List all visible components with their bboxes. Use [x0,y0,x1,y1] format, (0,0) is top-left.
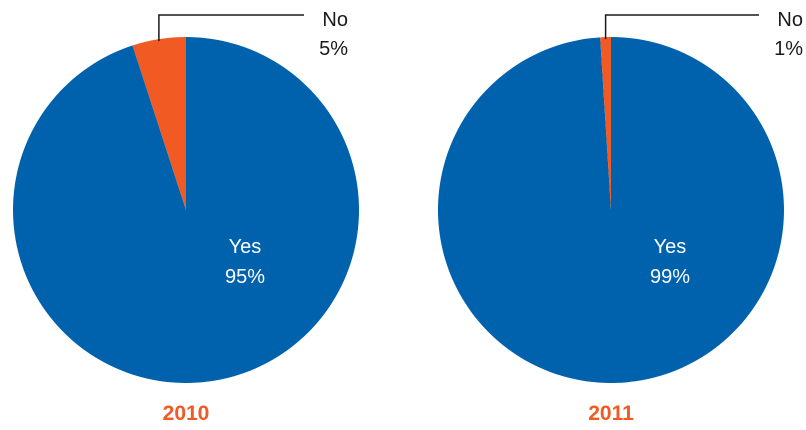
year-label-2010: 2010 [163,402,210,425]
slice-no-2010 [132,37,186,210]
slice-label-yes-2010: Yes [229,236,262,258]
leader-line-no-2010 [158,14,304,42]
slice-label-yes-2011: Yes [654,236,687,258]
year-label-2011: 2011 [588,402,634,425]
slice-value-yes-2011: 99% [650,266,690,288]
pie-chart-2011: Yes 99% No 1% 2011 [437,9,803,425]
callout-label-no-2010: No [322,9,348,31]
leader-line-no-2011 [604,14,759,40]
pie-chart-2010: Yes 95% No 5% 2010 [13,9,360,425]
callout-label-no-2011: No [777,9,803,31]
slice-yes-2010 [13,37,360,383]
callout-value-no-2011: 1% [774,38,803,60]
slice-yes-2011 [437,37,784,383]
slice-no-2011 [600,37,611,210]
callout-value-no-2010: 5% [319,38,348,60]
slice-value-yes-2010: 95% [225,266,265,288]
